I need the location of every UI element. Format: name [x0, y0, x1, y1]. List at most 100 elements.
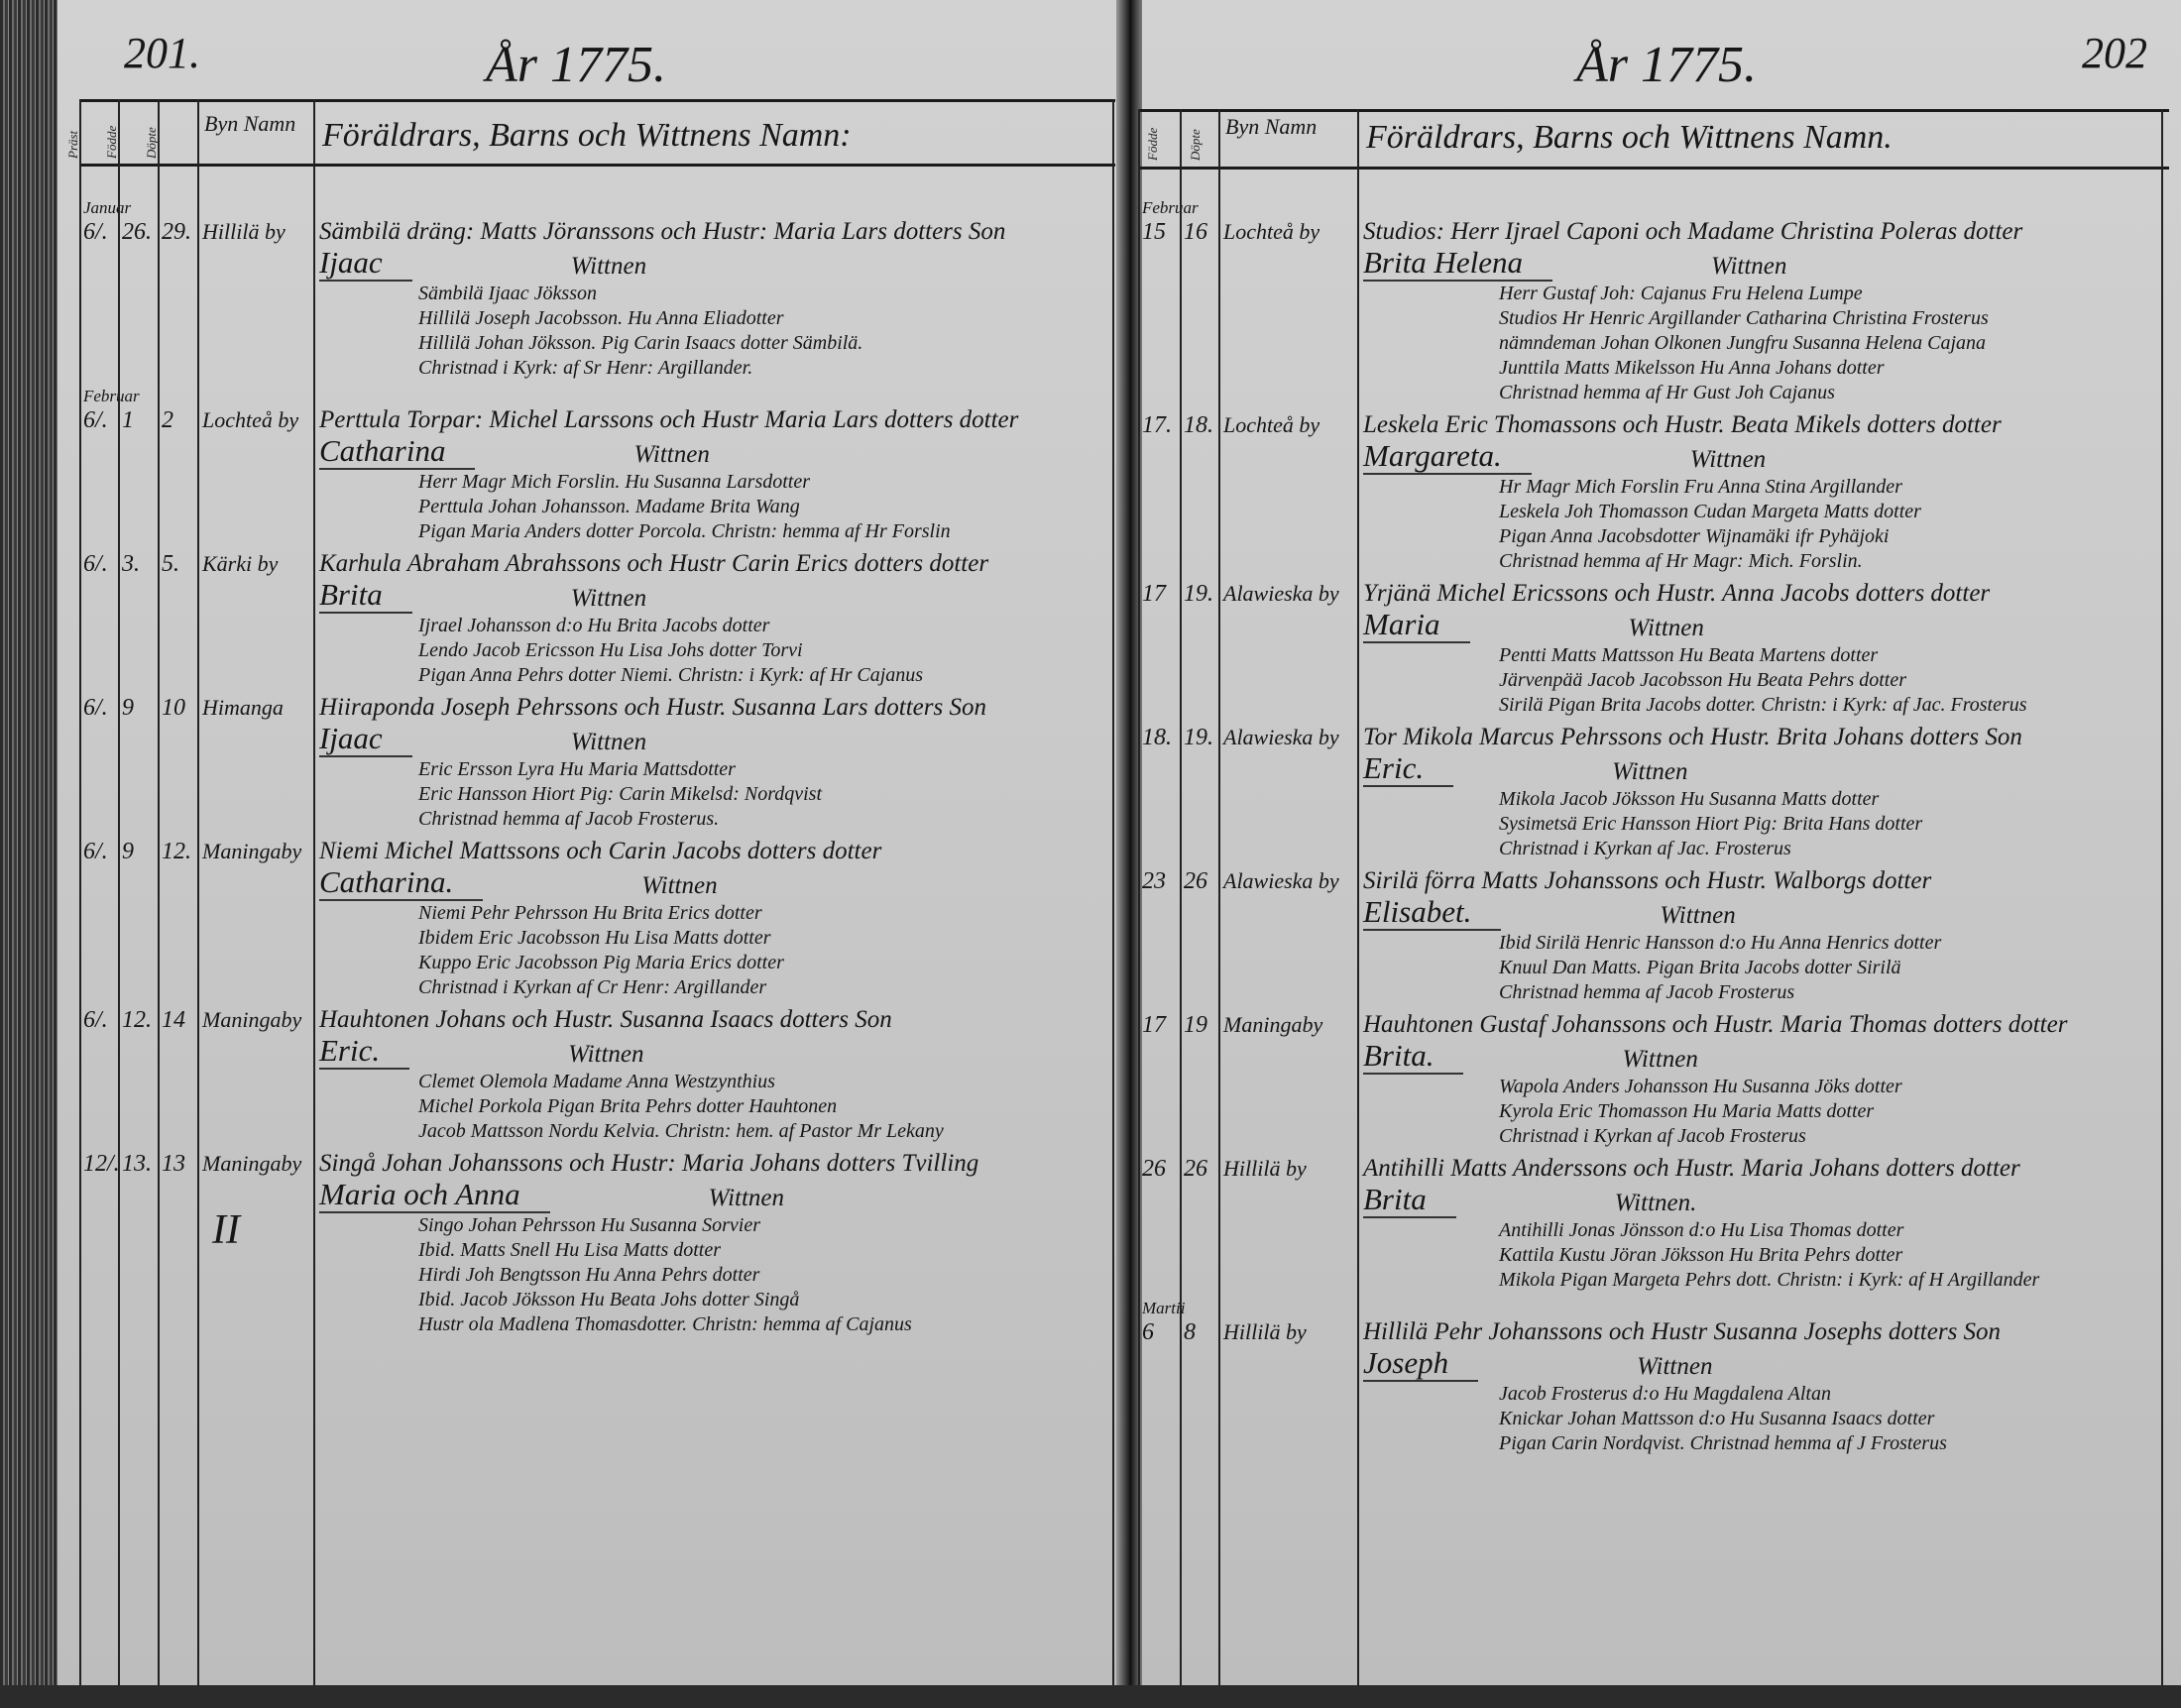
baptism-entry: 17. 18. Lochteå by Leskela Eric Thomassons …	[1138, 411, 2159, 574]
left-column-rule	[1112, 99, 1114, 1685]
right-column-rule	[1218, 109, 1220, 1685]
entry-village: Hillilä by	[1223, 1156, 1307, 1181]
entry-witness-line: Herr Gustaf Joh: Cajanus Fru Helena Lump…	[1499, 283, 1863, 304]
entry-text: Hiiraponda Joseph Pehrssons och Hustr. S…	[313, 694, 1113, 832]
entry-baptism-day: 19	[1184, 1012, 1207, 1038]
entry-witnesses: Mikola Jacob Jöksson Hu Susanna Matts do…	[1363, 787, 2153, 861]
entry-text: Yrjänä Michel Ericssons och Hustr. Anna …	[1357, 580, 2159, 718]
month-label: Januar	[83, 198, 132, 217]
entry-priest-mark: 12/.	[83, 1151, 118, 1177]
left-page-title: År 1775.	[486, 37, 666, 93]
entry-birth-day: 9	[122, 839, 134, 864]
entry-baptism-day: 12.	[162, 839, 191, 864]
entry-baptism-day: 13	[162, 1151, 185, 1177]
entry-child-row: Catharina Wittnen	[319, 434, 1107, 470]
baptism-entry: 23 26 Alawieska by Sirilä förra Matts Johan…	[1138, 867, 2159, 1005]
baptism-entry: 6/. 1 2 Lochteå by Perttula Torpar: Michel L…	[79, 406, 1113, 544]
entry-village-cell: Hillilä by	[1218, 1318, 1357, 1456]
entry-witnesses-label: Wittnen	[633, 441, 710, 468]
entry-text: Niemi Michel Mattssons och Carin Jacobs …	[313, 838, 1113, 1000]
entry-parents: Sirilä förra Matts Johanssons och Hustr.…	[1363, 867, 1932, 894]
entry-village-cell: Maningaby	[197, 1006, 313, 1144]
baptism-entry: 6/. 12. 14 Maningaby Hauhtonen Johans och Hu…	[79, 1006, 1113, 1144]
entry-parents: Niemi Michel Mattssons och Carin Jacobs …	[319, 838, 882, 864]
entry-witness-line: Ibid. Jacob Jöksson Hu Beata Johs dotter…	[418, 1289, 800, 1310]
right-column-rule	[2161, 109, 2163, 1685]
entry-child-name: Brita	[1363, 1183, 1456, 1218]
entry-village-cell: Maningaby II	[197, 1150, 313, 1337]
entry-text: Sämbilä dräng: Matts Jöranssons och Hust…	[313, 218, 1113, 381]
right-column-rule	[1357, 109, 1359, 1685]
entry-village: Maningaby	[1223, 1012, 1323, 1037]
entry-village: Kärki by	[202, 551, 279, 576]
right-header-village: Byn Namn	[1225, 114, 1318, 139]
entry-child-name: Brita.	[1363, 1039, 1464, 1075]
entry-witness-line: Christnad hemma af Jacob Frosterus.	[418, 808, 720, 830]
baptism-entry: 6/. 9 10 Himanga Hiiraponda Joseph Pehrssons…	[79, 694, 1113, 832]
left-header-top-rule	[79, 99, 1115, 102]
entry-witness-line: Eric Ersson Lyra Hu Maria Mattsdotter	[418, 758, 736, 780]
entry-witnesses: Wapola Anders Johansson Hu Susanna Jöks …	[1363, 1075, 2153, 1149]
entry-witnesses: Herr Gustaf Joh: Cajanus Fru Helena Lump…	[1363, 282, 2153, 405]
entry-witness-line: Mikola Jacob Jöksson Hu Susanna Matts do…	[1499, 788, 1880, 810]
entry-child-row: Brita. Wittnen	[1363, 1039, 2153, 1075]
entry-priest-mark: 6/.	[83, 551, 108, 577]
entry-witnesses-label: Wittnen	[570, 253, 647, 280]
entry-village-cell: Lochteå by	[1218, 218, 1357, 405]
entry-birth-day: 17.	[1142, 412, 1172, 438]
entry-witness-line: Sämbilä Ijaac Jöksson	[418, 283, 597, 304]
entry-text: Perttula Torpar: Michel Larssons och Hus…	[313, 406, 1113, 544]
entry-parents: Sämbilä dräng: Matts Jöranssons och Hust…	[319, 218, 1006, 245]
entry-birth-day: 1	[122, 407, 134, 433]
entry-witness-line: Pigan Anna Pehrs dotter Niemi. Christn: …	[418, 664, 924, 686]
entry-witnesses-label: Wittnen	[1660, 902, 1736, 929]
entry-witnesses-label: Wittnen	[570, 585, 647, 612]
entry-village-cell: Hillilä by	[1218, 1155, 1357, 1293]
entry-parents: Karhula Abraham Abrahssons och Hustr Car…	[319, 550, 989, 577]
right-header-baptized: Döpte	[1188, 129, 1203, 161]
entry-parents: Antihilli Matts Anderssons och Hustr. Ma…	[1363, 1155, 2020, 1182]
entry-village-cell: Himanga	[197, 694, 313, 832]
entry-witness-line: Antihilli Jonas Jönsson d:o Hu Lisa Thom…	[1499, 1219, 1904, 1241]
entry-birth-day: 26.	[122, 219, 152, 245]
entry-birth-day: 17	[1142, 1012, 1166, 1038]
left-column-rule	[79, 99, 81, 1685]
baptism-entry: 6/. 3. 5. Kärki by Karhula Abraham Abrahsson…	[79, 550, 1113, 688]
entry-witness-line: Järvenpää Jacob Jacobsson Hu Beata Pehrs…	[1499, 669, 1907, 691]
entry-child-row: Eric. Wittnen	[1363, 751, 2153, 787]
entry-witness-line: Wapola Anders Johansson Hu Susanna Jöks …	[1499, 1076, 1902, 1097]
left-page	[57, 0, 1120, 1685]
entry-note: II	[212, 1207, 240, 1253]
entry-witness-line: Kattila Kustu Jöran Jöksson Hu Brita Peh…	[1499, 1244, 1903, 1266]
entry-child-row: Brita Wittnen	[319, 578, 1107, 614]
right-header-names: Föräldrars, Barns och Wittnens Namn.	[1366, 119, 1893, 156]
entry-witness-line: Ibid Sirilä Henric Hansson d:o Hu Anna H…	[1499, 932, 1942, 954]
entry-witness-line: Knuul Dan Matts. Pigan Brita Jacobs dott…	[1499, 957, 1901, 978]
entry-witnesses-label: Wittnen	[1711, 253, 1787, 280]
entry-parents: Tor Mikola Marcus Pehrssons och Hustr. B…	[1363, 724, 2022, 750]
left-header-bottom-rule	[79, 164, 1115, 167]
entry-parents: Hillilä Pehr Johanssons och Hustr Susann…	[1363, 1318, 2002, 1345]
entry-child-row: Joseph Wittnen	[1363, 1346, 2153, 1382]
entry-village: Himanga	[202, 695, 284, 720]
entry-child-name: Catharina.	[319, 865, 484, 901]
entry-child-row: Eric. Wittnen	[319, 1034, 1107, 1070]
right-header-bottom-rule	[1138, 167, 2169, 170]
entry-witness-line: Hustr ola Madlena Thomasdotter. Christn:…	[418, 1313, 912, 1335]
entry-baptism-day: 8	[1184, 1319, 1196, 1345]
entry-village: Maningaby	[202, 1151, 302, 1176]
entry-witness-line: Christnad hemma af Hr Magr: Mich. Forsli…	[1499, 550, 1863, 572]
entry-witnesses-label: Wittnen	[1689, 446, 1767, 473]
entry-parents: Yrjänä Michel Ericssons och Hustr. Anna …	[1363, 580, 1991, 607]
entry-text: Hauhtonen Gustaf Johanssons och Hustr. M…	[1357, 1011, 2159, 1149]
entry-witness-line: Christnad i Kyrkan af Jacob Frosterus	[1499, 1125, 1806, 1147]
entry-parents: Perttula Torpar: Michel Larssons och Hus…	[319, 406, 1019, 433]
entry-birth-day: 23	[1142, 868, 1166, 894]
entry-baptism-day: 5.	[162, 551, 179, 577]
entry-witness-line: Pigan Maria Anders dotter Porcola. Chris…	[418, 520, 951, 542]
entry-witness-line: Niemi Pehr Pehrsson Hu Brita Erics dotte…	[418, 902, 762, 924]
entry-witnesses: Ibid Sirilä Henric Hansson d:o Hu Anna H…	[1363, 931, 2153, 1005]
entry-witness-line: Hr Magr Mich Forslin Fru Anna Stina Argi…	[1499, 476, 1902, 498]
entry-witnesses: Hr Magr Mich Forslin Fru Anna Stina Argi…	[1363, 475, 2153, 574]
entry-child-name: Ijaac	[319, 246, 412, 282]
